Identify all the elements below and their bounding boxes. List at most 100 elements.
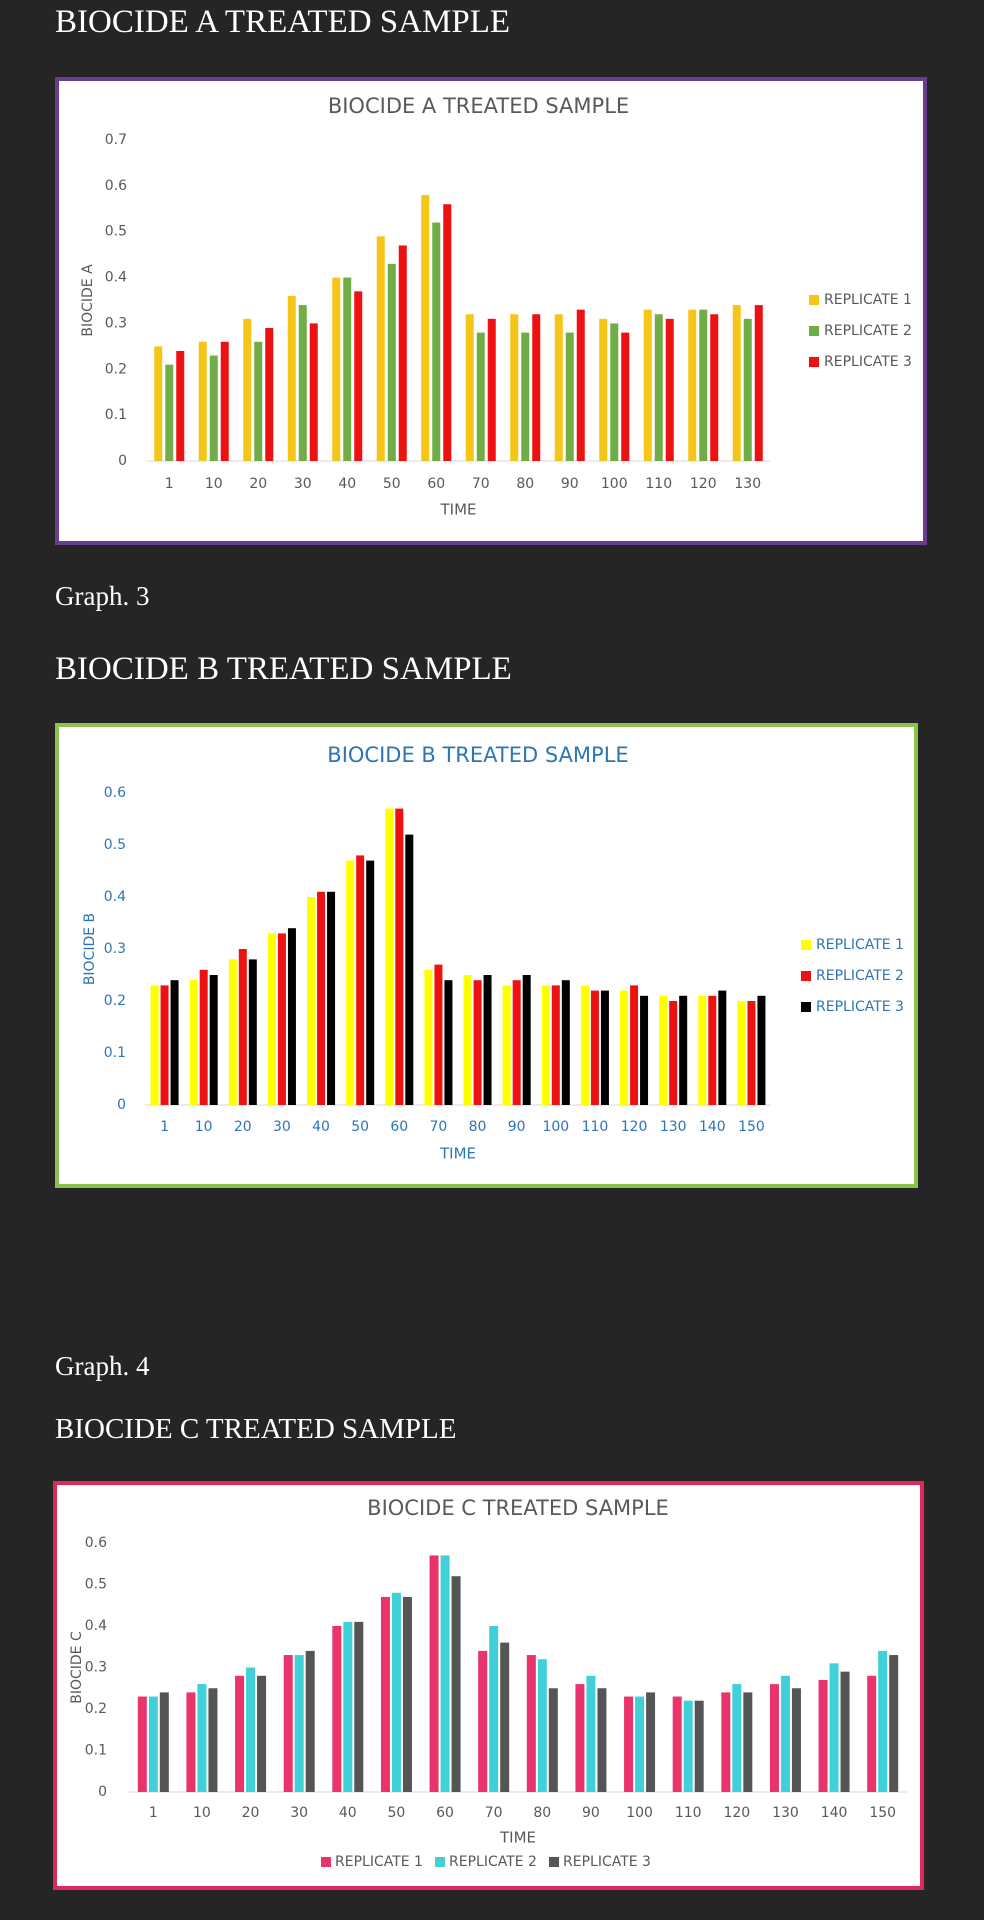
- x-tick-label: 130: [734, 476, 761, 492]
- bar-replicate-1: [732, 305, 741, 461]
- x-tick-label: 40: [338, 476, 356, 492]
- bar-replicate-2: [246, 1667, 256, 1792]
- legend-label: REPLICATE 2: [449, 1854, 537, 1870]
- bar-replicate-2: [440, 1555, 450, 1792]
- x-tick-label: 110: [645, 476, 672, 492]
- bar-replicate-2: [635, 1696, 645, 1792]
- bar-replicate-2: [537, 1659, 547, 1792]
- bar-replicate-1: [478, 1650, 488, 1792]
- biocide-b-heading: BIOCIDE B TREATED SAMPLE: [55, 651, 512, 687]
- bar-replicate-1: [620, 990, 629, 1105]
- bar-replicate-2: [160, 985, 169, 1105]
- bar-replicate-3: [170, 980, 179, 1105]
- bar-replicate-3: [757, 995, 766, 1105]
- bar-replicate-1: [672, 1696, 682, 1792]
- x-tick-label: 40: [312, 1119, 330, 1135]
- x-tick-label: 70: [485, 1805, 503, 1821]
- chart-title: BIOCIDE C TREATED SAMPLE: [367, 1496, 669, 1520]
- bar-replicate-3: [176, 350, 185, 461]
- bar-replicate-2: [277, 933, 286, 1105]
- y-tick-label: 0.4: [104, 889, 126, 905]
- bar-replicate-1: [243, 318, 252, 461]
- bar-replicate-1: [186, 1692, 196, 1792]
- legend-swatch: [435, 1857, 445, 1867]
- x-tick-label: 70: [430, 1119, 448, 1135]
- bar-replicate-3: [791, 1688, 801, 1792]
- bar-replicate-3: [287, 928, 296, 1105]
- biocide-c-chart: BIOCIDE C TREATED SAMPLE 0 0.1 0.2 0.3 0.4 0.5…: [53, 1481, 924, 1890]
- legend-swatch: [801, 940, 811, 950]
- bar-replicate-1: [385, 808, 394, 1105]
- y-tick-label: 0.3: [105, 315, 127, 331]
- x-tick-label: 140: [699, 1119, 726, 1135]
- legend-label: REPLICATE 3: [816, 999, 904, 1015]
- x-tick-label: 50: [388, 1805, 406, 1821]
- bar-replicate-1: [283, 1655, 293, 1792]
- y-tick-label: 0.6: [105, 178, 127, 194]
- bar-replicate-3: [366, 860, 375, 1105]
- bar-replicate-2: [586, 1675, 596, 1792]
- bar-replicate-1: [737, 1001, 746, 1105]
- bar-replicate-3: [679, 995, 688, 1105]
- bar-replicate-2: [391, 1592, 401, 1792]
- legend-swatch: [801, 1002, 811, 1012]
- bar-replicate-1: [235, 1675, 245, 1792]
- bar-replicate-3: [718, 990, 727, 1105]
- legend-swatch: [801, 971, 811, 981]
- biocide-b-chart: BIOCIDE B TREATED SAMPLE 0 0.1 0.2 0.3 0.4 0.5…: [55, 723, 918, 1188]
- bar-replicate-2: [732, 1684, 742, 1792]
- bar-replicate-1: [502, 985, 511, 1105]
- bar-replicate-1: [228, 959, 237, 1105]
- bar-replicate-2: [743, 318, 752, 461]
- y-tick-label: 0: [117, 1097, 126, 1113]
- x-tick-label: 60: [427, 476, 445, 492]
- bar-replicate-1: [332, 1626, 342, 1792]
- x-tick-label: 30: [290, 1805, 308, 1821]
- bar-replicate-3: [248, 959, 257, 1105]
- x-tick-label: 90: [582, 1805, 600, 1821]
- bar-replicate-1: [698, 995, 707, 1105]
- bar-replicate-1: [287, 295, 296, 461]
- bar-replicate-3: [487, 318, 496, 461]
- bar-replicate-2: [238, 949, 247, 1105]
- bar-replicate-3: [327, 891, 336, 1105]
- bar-replicate-3: [405, 834, 414, 1105]
- bar-replicate-1: [721, 1692, 731, 1792]
- y-tick-label: 0.6: [85, 1535, 107, 1551]
- y-tick-label: 0.1: [85, 1743, 107, 1759]
- bar-replicate-2: [199, 969, 208, 1105]
- bar-replicate-1: [198, 341, 207, 461]
- x-tick-label: 80: [469, 1119, 487, 1135]
- x-tick-label: 1: [149, 1805, 158, 1821]
- chart-title: BIOCIDE B TREATED SAMPLE: [327, 743, 628, 767]
- bar-replicate-3: [621, 332, 630, 461]
- legend-swatch: [549, 1857, 559, 1867]
- bar-replicate-2: [521, 332, 530, 461]
- chart-svg: BIOCIDE A TREATED SAMPLE 0 0.1 0.2 0.3 0.4 0.5…: [80, 94, 912, 519]
- bar-replicate-2: [298, 305, 307, 461]
- x-tick-label: 100: [601, 476, 628, 492]
- bar-replicate-1: [643, 309, 652, 461]
- legend-label: REPLICATE 3: [563, 1854, 651, 1870]
- bar-replicate-2: [708, 995, 717, 1105]
- graph-4-label: Graph. 4: [55, 1351, 150, 1381]
- x-tick-label: 110: [582, 1119, 609, 1135]
- x-tick-label: 1: [160, 1119, 169, 1135]
- bar-replicate-1: [421, 195, 430, 461]
- y-tick-label: 0.1: [105, 407, 127, 423]
- legend-label: REPLICATE 2: [816, 968, 904, 984]
- bar-replicate-3: [500, 1642, 510, 1792]
- bar-replicate-1: [429, 1555, 439, 1792]
- bar-replicate-3: [754, 305, 763, 461]
- bar-replicate-3: [354, 291, 363, 461]
- bar-replicate-1: [580, 985, 589, 1105]
- bar-replicate-2: [165, 364, 174, 461]
- bar-replicate-3: [398, 245, 407, 461]
- bar-replicate-2: [387, 263, 396, 461]
- bar-replicate-2: [512, 980, 521, 1105]
- bar-replicate-3: [309, 323, 318, 461]
- bar-replicate-3: [743, 1692, 753, 1792]
- x-tick-label: 20: [249, 476, 267, 492]
- bar-replicate-2: [683, 1700, 693, 1792]
- x-tick-label: 80: [533, 1805, 551, 1821]
